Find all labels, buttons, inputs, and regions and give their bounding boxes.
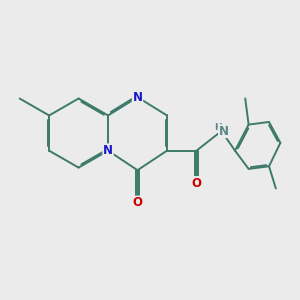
Text: O: O bbox=[133, 196, 142, 209]
Text: H: H bbox=[214, 124, 222, 133]
Text: N: N bbox=[133, 91, 142, 104]
Text: N: N bbox=[218, 124, 229, 138]
Text: O: O bbox=[191, 177, 202, 190]
Text: N: N bbox=[103, 144, 113, 157]
